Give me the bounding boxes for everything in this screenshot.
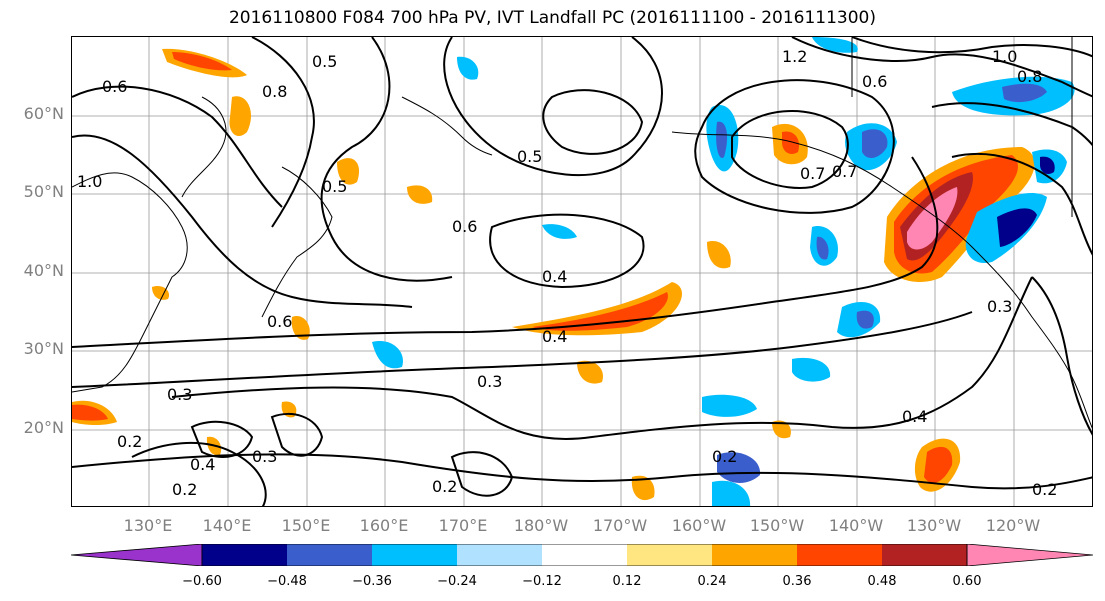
contour-label: 0.5 — [517, 147, 542, 166]
colorbar-tick: −0.48 — [267, 574, 307, 589]
lat-label-60n: 60°N — [23, 104, 64, 123]
colorbar-segment — [627, 544, 712, 566]
lon-label-180w: 180°W — [513, 516, 569, 535]
contour-label: 0.3 — [252, 447, 277, 466]
shaded-anomalies — [72, 37, 1075, 506]
lat-label-40n: 40°N — [23, 261, 64, 280]
contour-label: 0.3 — [477, 372, 502, 391]
colorbar-tick: 0.12 — [612, 574, 642, 589]
contour-label: 1.0 — [77, 172, 102, 191]
colorbar-tick: 0.60 — [952, 574, 982, 589]
lon-label-150e: 150°E — [281, 516, 331, 535]
contour-label: 0.2 — [432, 477, 457, 496]
colorbar — [71, 544, 1093, 566]
contour-label: 0.2 — [712, 447, 737, 466]
contour-label: 0.2 — [172, 480, 197, 499]
colorbar-tick: −0.60 — [182, 574, 222, 589]
colorbar-tick: 0.48 — [867, 574, 897, 589]
colorbar-segment — [882, 544, 967, 566]
lat-label-30n: 30°N — [23, 339, 64, 358]
contour-label: 0.4 — [902, 407, 927, 426]
map-panel: 0.6 0.5 0.4 0.7 0.8 1.0 1.2 0.3 0.2 0.6 … — [71, 36, 1093, 507]
map-svg: 0.6 0.5 0.4 0.7 0.8 1.0 1.2 0.3 0.2 0.6 … — [72, 37, 1092, 506]
contour-label: 1.2 — [782, 47, 807, 66]
lon-label-140e: 140°E — [202, 516, 252, 535]
lon-label-140w: 140°W — [828, 516, 884, 535]
coastlines — [72, 37, 1092, 429]
lon-label-150w: 150°W — [749, 516, 805, 535]
contour-label: 0.3 — [987, 297, 1012, 316]
lon-label-130w: 130°W — [906, 516, 962, 535]
lon-label-170e: 170°E — [438, 516, 488, 535]
lon-label-130e: 130°E — [123, 516, 173, 535]
colorbar-tick: −0.12 — [522, 574, 562, 589]
colorbar-min-arrow — [71, 544, 203, 566]
contour-label: 0.5 — [322, 177, 347, 196]
contour-label: 0.2 — [1032, 480, 1057, 499]
contour-label: 0.8 — [262, 82, 287, 101]
colorbar-tick: −0.36 — [352, 574, 392, 589]
lon-label-120w: 120°W — [985, 516, 1041, 535]
colorbar-segment — [797, 544, 882, 566]
colorbar-segment — [712, 544, 797, 566]
contour-label: 0.7 — [800, 164, 825, 183]
contour-label: 0.2 — [117, 432, 142, 451]
contour-label: 1.0 — [992, 47, 1017, 66]
contour-label: 0.5 — [312, 52, 337, 71]
pv-contours — [72, 37, 1092, 506]
colorbar-max-arrow — [966, 544, 1093, 566]
contour-label: 0.7 — [832, 162, 857, 181]
contour-label: 0.8 — [1017, 67, 1042, 86]
colorbar-segment — [287, 544, 372, 566]
lat-label-50n: 50°N — [23, 182, 64, 201]
contour-label: 0.3 — [167, 385, 192, 404]
contour-label: 0.6 — [267, 312, 292, 331]
lon-label-160w: 160°W — [671, 516, 727, 535]
contour-label: 0.6 — [452, 217, 477, 236]
colorbar-segment — [372, 544, 457, 566]
contour-label: 0.4 — [190, 455, 215, 474]
colorbar-tick: 0.24 — [697, 574, 727, 589]
contour-label: 0.4 — [542, 267, 567, 286]
colorbar-tick: 0.36 — [782, 574, 812, 589]
lat-label-20n: 20°N — [23, 418, 64, 437]
lon-label-160e: 160°E — [359, 516, 409, 535]
colorbar-segment — [202, 544, 287, 566]
colorbar-tick: −0.24 — [437, 574, 477, 589]
colorbar-segment — [542, 544, 627, 566]
contour-label-group: 0.6 0.5 0.4 0.7 0.8 1.0 1.2 0.3 0.2 0.6 … — [77, 47, 1057, 499]
colorbar-segment — [457, 544, 542, 566]
lon-label-170w: 170°W — [592, 516, 648, 535]
contour-label: 0.6 — [862, 72, 887, 91]
contour-label: 0.6 — [102, 77, 127, 96]
contour-label: 0.4 — [542, 327, 567, 346]
map-title: 2016110800 F084 700 hPa PV, IVT Landfall… — [228, 8, 876, 28]
